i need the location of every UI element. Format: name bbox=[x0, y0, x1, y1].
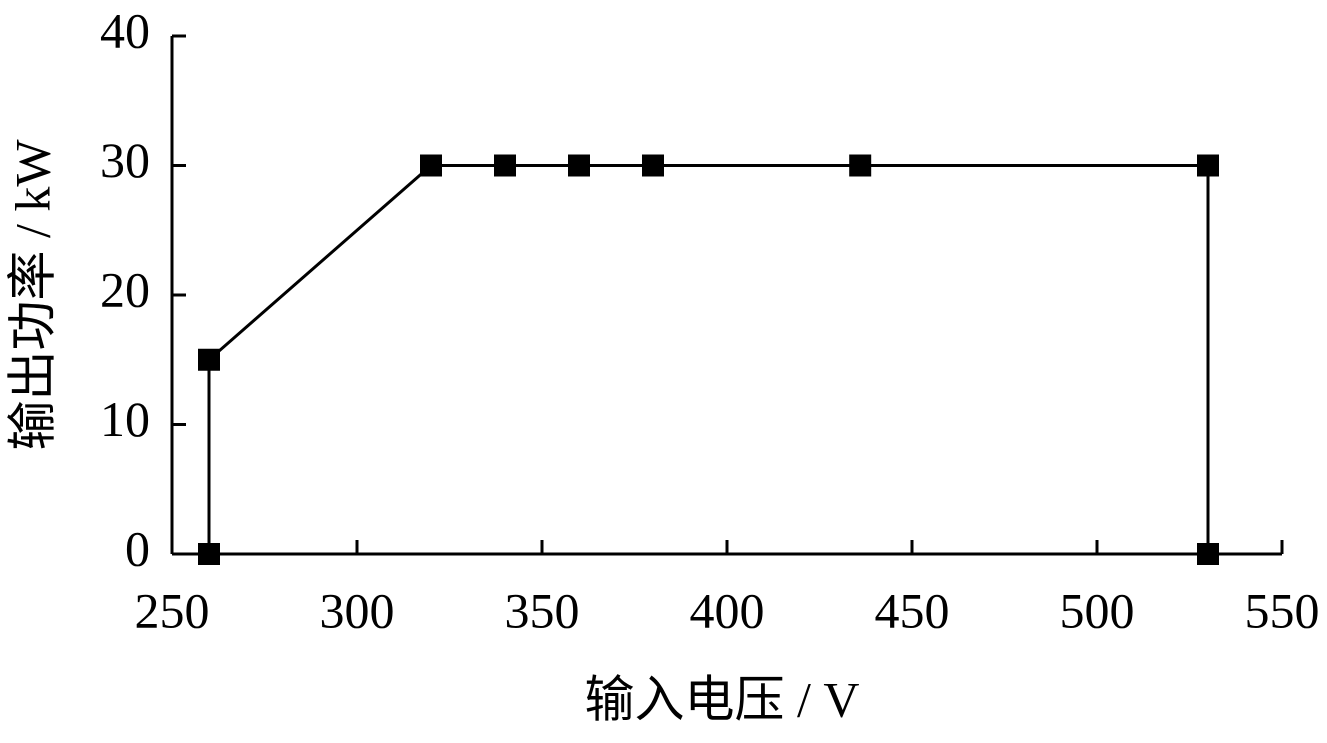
x-tick-label: 550 bbox=[1245, 582, 1320, 638]
x-tick-label: 400 bbox=[690, 582, 765, 638]
data-point bbox=[568, 154, 590, 177]
x-tick-label: 300 bbox=[320, 582, 395, 638]
y-tick-label: 10 bbox=[100, 391, 150, 447]
x-tick-label: 500 bbox=[1060, 582, 1135, 638]
data-point bbox=[198, 348, 220, 371]
x-tick-label: 250 bbox=[135, 582, 210, 638]
data-point bbox=[1197, 543, 1219, 565]
data-point bbox=[642, 154, 664, 177]
data-point bbox=[420, 154, 442, 177]
y-tick-label: 0 bbox=[125, 520, 150, 576]
y-tick-label: 40 bbox=[100, 2, 150, 58]
y-tick-label: 20 bbox=[100, 261, 150, 317]
data-point bbox=[494, 154, 516, 177]
y-tick-label: 30 bbox=[100, 132, 150, 188]
data-point bbox=[198, 543, 220, 565]
data-point bbox=[849, 154, 872, 177]
data-point bbox=[1197, 154, 1219, 177]
x-tick-label: 450 bbox=[875, 582, 950, 638]
y-axis-label: 输出功率 / kW bbox=[4, 139, 60, 451]
data-line bbox=[207, 164, 1210, 554]
x-tick-label: 350 bbox=[505, 582, 580, 638]
x-axis-label: 输入电压 / V bbox=[585, 671, 860, 727]
